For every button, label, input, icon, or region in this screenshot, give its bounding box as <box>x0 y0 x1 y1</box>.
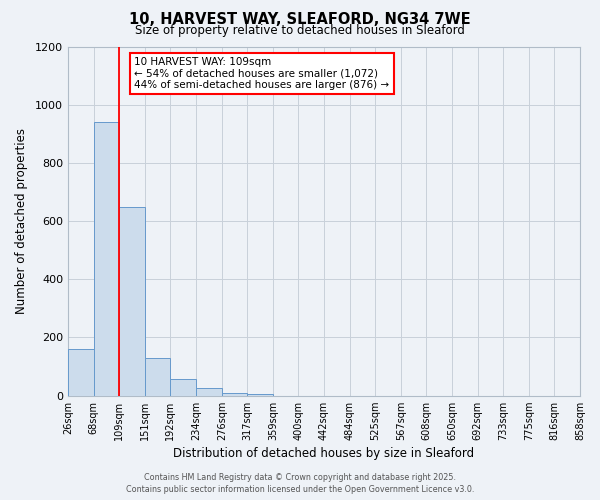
Bar <box>68 349 94 396</box>
Text: Size of property relative to detached houses in Sleaford: Size of property relative to detached ho… <box>135 24 465 37</box>
Bar <box>247 394 273 396</box>
X-axis label: Distribution of detached houses by size in Sleaford: Distribution of detached houses by size … <box>173 447 475 460</box>
Text: Contains HM Land Registry data © Crown copyright and database right 2025.
Contai: Contains HM Land Registry data © Crown c… <box>126 472 474 494</box>
Text: 10 HARVEST WAY: 109sqm
← 54% of detached houses are smaller (1,072)
44% of semi-: 10 HARVEST WAY: 109sqm ← 54% of detached… <box>134 57 389 90</box>
Text: 10, HARVEST WAY, SLEAFORD, NG34 7WE: 10, HARVEST WAY, SLEAFORD, NG34 7WE <box>129 12 471 28</box>
Y-axis label: Number of detached properties: Number of detached properties <box>15 128 28 314</box>
Bar <box>94 122 119 396</box>
Bar <box>196 388 222 396</box>
Bar <box>170 379 196 396</box>
Bar <box>222 393 247 396</box>
Bar <box>119 206 145 396</box>
Bar <box>145 358 170 396</box>
